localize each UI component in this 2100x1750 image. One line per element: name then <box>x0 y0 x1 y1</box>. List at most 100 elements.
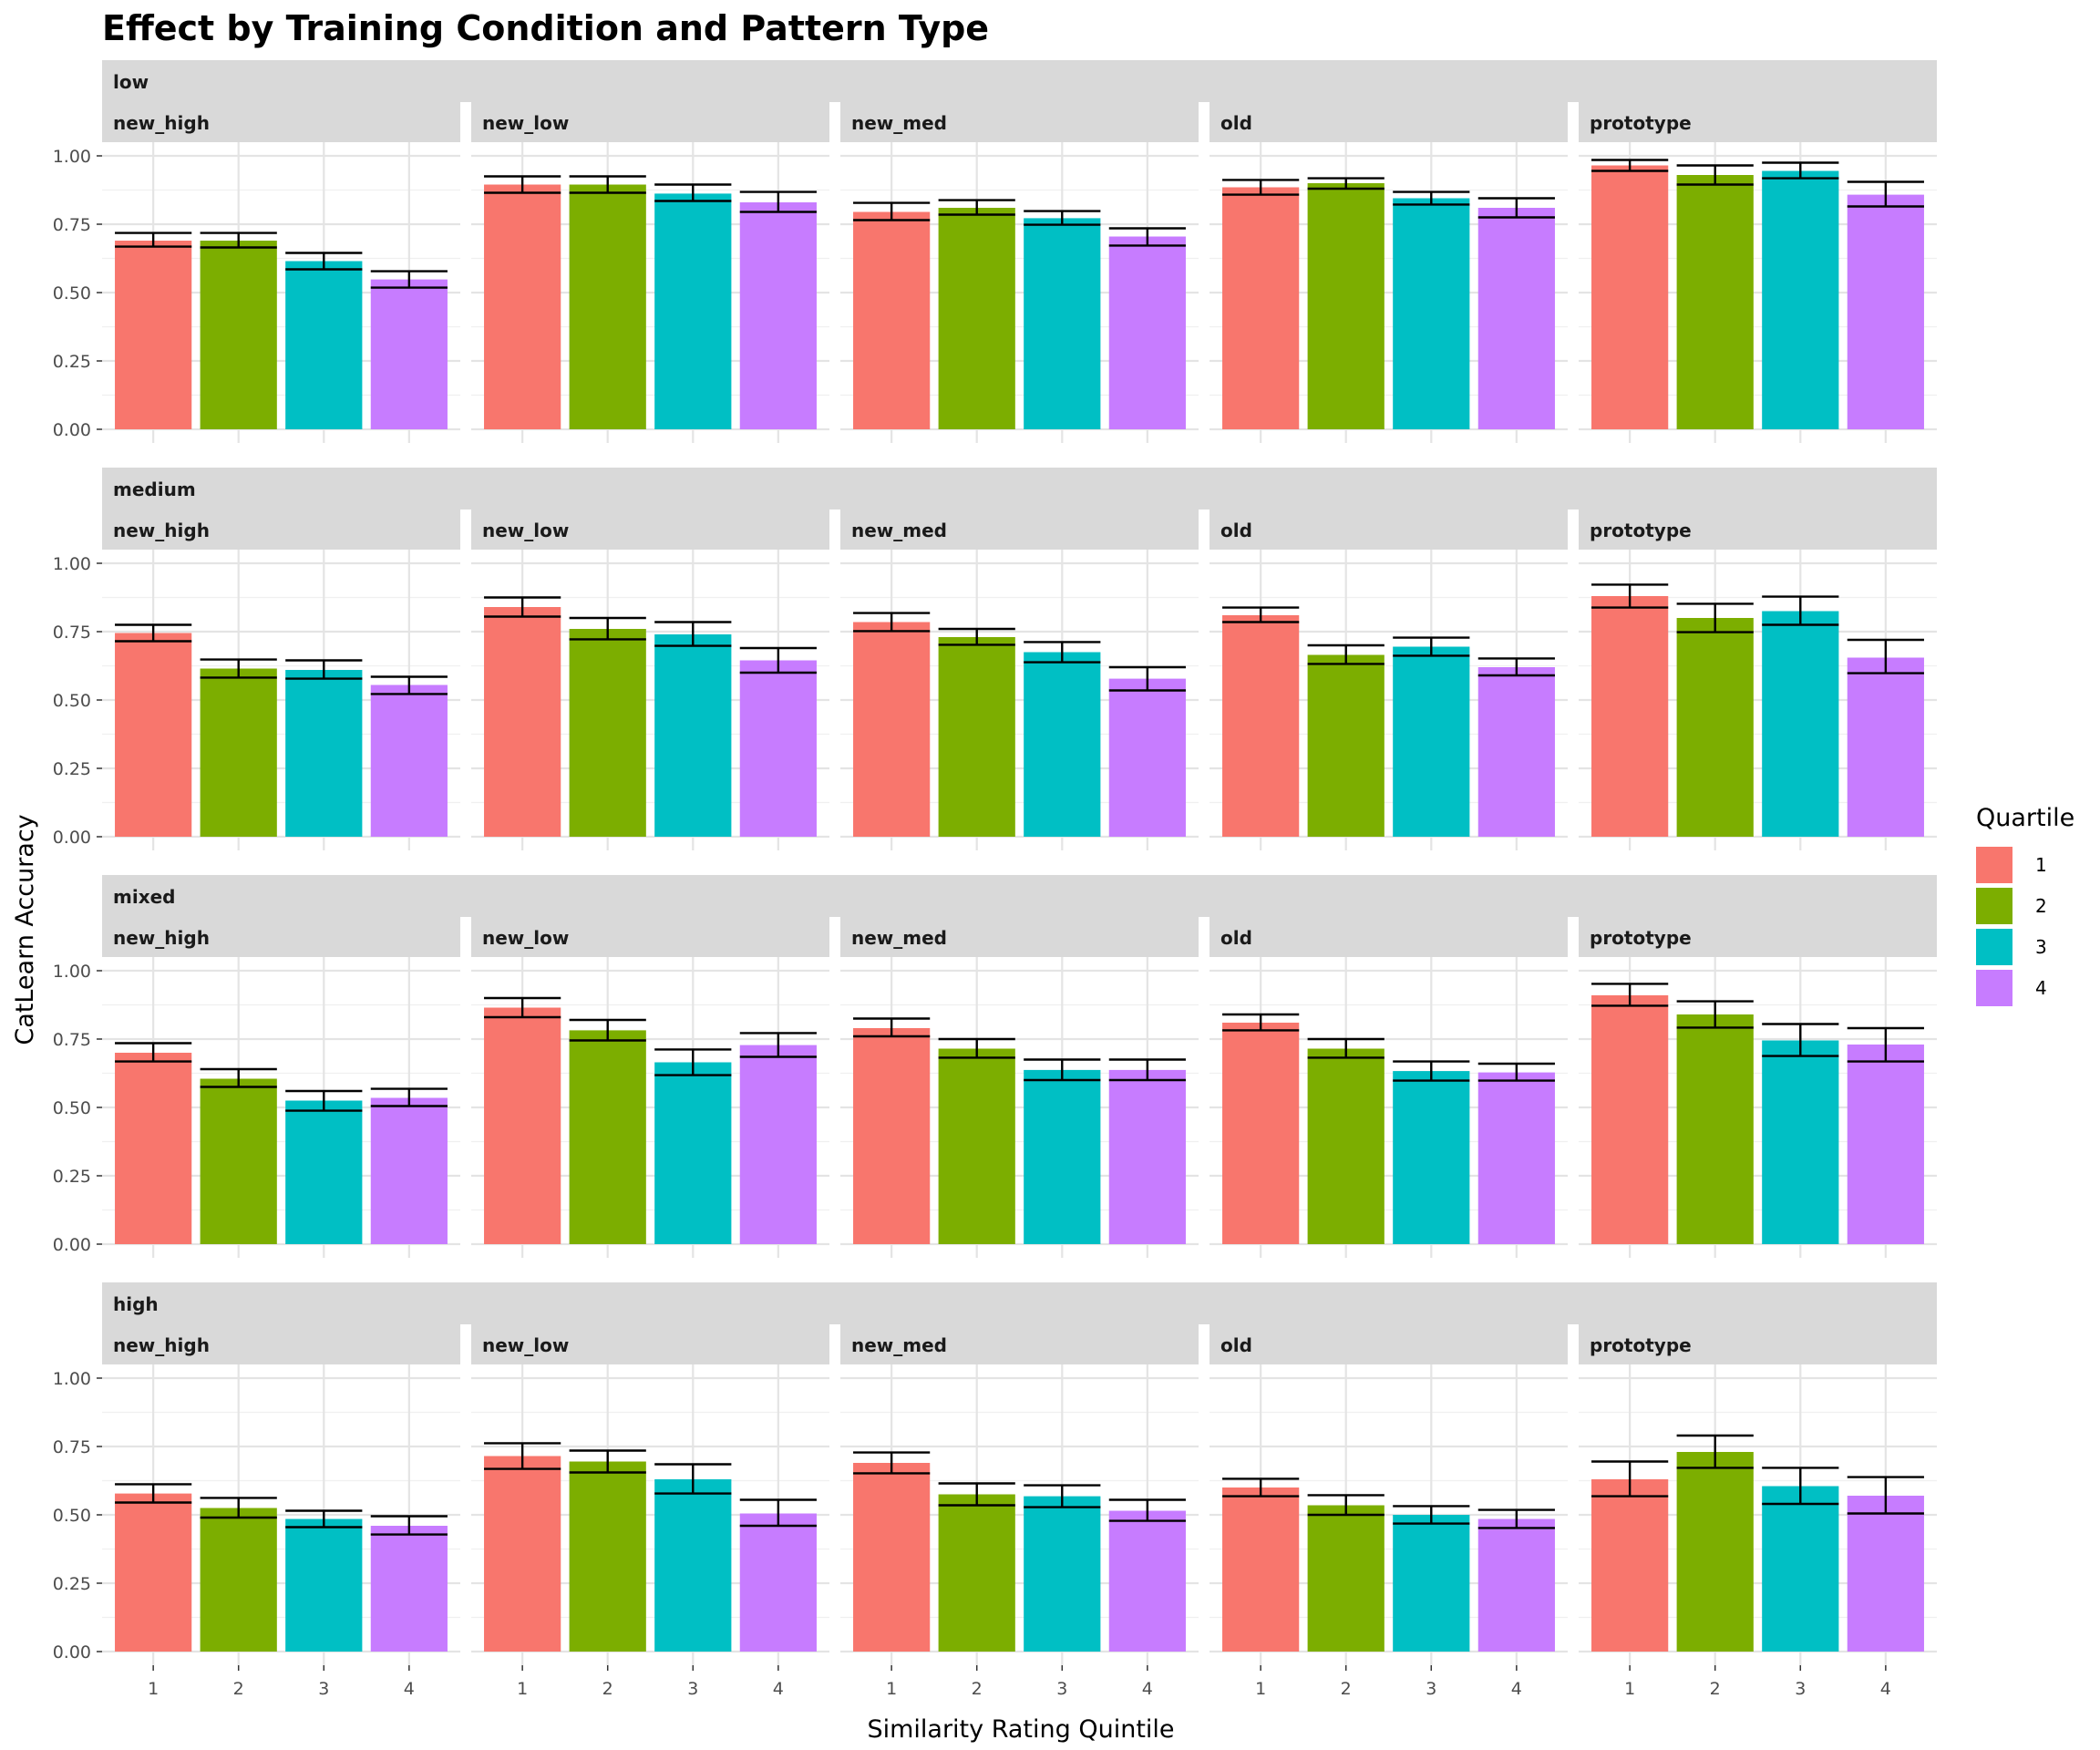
panel-medium-old: old <box>1210 510 1568 850</box>
condition-strip-label: high <box>113 1293 159 1315</box>
bar-medium-old-q4 <box>1478 667 1555 837</box>
condition-strip <box>102 875 1937 917</box>
bar-medium-new_med-q1 <box>853 623 930 838</box>
y-tick-label: 1.00 <box>53 1369 91 1389</box>
bar-low-old-q3 <box>1393 199 1469 430</box>
bar-low-new_low-q2 <box>570 185 646 430</box>
bar-low-new_med-q4 <box>1109 237 1186 430</box>
bar-low-new_high-q2 <box>201 241 277 429</box>
panel-mixed-prototype: prototype <box>1579 917 1937 1258</box>
condition-strip <box>102 468 1937 510</box>
bar-high-old-q2 <box>1308 1506 1385 1652</box>
bar-low-old-q1 <box>1222 188 1299 430</box>
bar-low-new_low-q4 <box>740 202 817 429</box>
bar-mixed-prototype-q1 <box>1591 995 1668 1244</box>
bar-mixed-new_low-q2 <box>570 1030 646 1244</box>
condition-strip-label: mixed <box>113 886 175 908</box>
legend: Quartile 1234 <box>1976 804 2074 1006</box>
legend-label-4: 4 <box>2035 977 2047 999</box>
x-tick-label: 2 <box>233 1679 244 1699</box>
bar-medium-old-q1 <box>1222 615 1299 837</box>
y-tick-label: 0.00 <box>53 1235 91 1255</box>
bar-high-new_low-q3 <box>654 1479 731 1652</box>
bar-high-new_high-q1 <box>115 1494 191 1652</box>
y-tick-label: 0.25 <box>53 352 91 372</box>
bar-medium-new_med-q3 <box>1024 653 1100 838</box>
bar-high-prototype-q2 <box>1677 1452 1754 1652</box>
condition-strip <box>102 60 1937 102</box>
bar-mixed-new_high-q4 <box>371 1098 448 1245</box>
bar-low-prototype-q3 <box>1762 171 1838 430</box>
bar-high-new_high-q4 <box>371 1526 448 1652</box>
bar-low-new_low-q3 <box>654 193 731 429</box>
bar-medium-prototype-q4 <box>1848 658 1924 838</box>
y-tick-label: 0.75 <box>53 1437 91 1457</box>
x-tick-label: 1 <box>517 1679 528 1699</box>
pattern-strip-label: prototype <box>1590 112 1692 134</box>
pattern-strip-label: new_high <box>113 927 210 949</box>
facet-row-low: low0.000.250.500.751.00new_high new_low ne… <box>53 60 1937 443</box>
legend-key-3 <box>1976 929 2012 965</box>
x-tick-label: 2 <box>1341 1679 1352 1699</box>
panel-high-new_high: new_high 1 2 3 4 <box>102 1324 460 1699</box>
bar-high-old-q1 <box>1222 1488 1299 1652</box>
facet-row-high: high0.000.250.500.751.00new_high1 2 3 4new_… <box>53 1282 1937 1699</box>
bar-low-new_med-q2 <box>939 208 1015 429</box>
bar-medium-new_med-q2 <box>939 637 1015 837</box>
legend-key-1 <box>1976 847 2012 883</box>
bar-medium-prototype-q3 <box>1762 612 1838 838</box>
pattern-strip-label: new_med <box>851 520 947 541</box>
pattern-strip-label: prototype <box>1590 520 1692 541</box>
x-tick-label: 1 <box>1624 1679 1635 1699</box>
bar-medium-new_high-q2 <box>201 669 277 838</box>
panel-high-new_med: new_med1 2 3 4 <box>840 1324 1199 1699</box>
bar-medium-new_low-q3 <box>654 634 731 837</box>
legend-label-3: 3 <box>2035 936 2047 958</box>
panel-medium-new_high: new_high <box>102 510 460 850</box>
panel-low-new_high: new_high <box>102 102 460 443</box>
bar-high-new_low-q2 <box>570 1462 646 1652</box>
bar-mixed-new_low-q3 <box>654 1063 731 1245</box>
x-tick-label: 4 <box>1142 1679 1153 1699</box>
panel-low-prototype: prototype <box>1579 102 1937 443</box>
bar-high-new_high-q3 <box>285 1519 362 1652</box>
y-tick-label: 1.00 <box>53 147 91 167</box>
x-tick-label: 3 <box>687 1679 698 1699</box>
bar-mixed-prototype-q4 <box>1848 1045 1924 1244</box>
panel-medium-new_med: new_med <box>840 510 1199 850</box>
bar-mixed-old-q2 <box>1308 1049 1385 1245</box>
y-tick-label: 0.75 <box>53 623 91 643</box>
x-tick-label: 2 <box>1710 1679 1721 1699</box>
legend-label-2: 2 <box>2035 895 2047 917</box>
bar-low-new_low-q1 <box>484 185 561 430</box>
y-tick-label: 0.25 <box>53 1574 91 1594</box>
x-tick-label: 2 <box>972 1679 983 1699</box>
bar-low-old-q2 <box>1308 183 1385 429</box>
pattern-strip-label: new_low <box>482 1334 569 1356</box>
bar-low-prototype-q1 <box>1591 166 1668 430</box>
bar-medium-new_high-q1 <box>115 633 191 838</box>
bar-high-old-q3 <box>1393 1515 1469 1652</box>
pattern-strip-label: new_med <box>851 927 947 949</box>
panel-grid: low0.000.250.500.751.00new_high new_low ne… <box>53 60 1937 1699</box>
x-axis-title: Similarity Rating Quintile <box>867 1715 1174 1744</box>
bar-medium-old-q3 <box>1393 647 1469 838</box>
bar-high-new_med-q3 <box>1024 1497 1100 1652</box>
bar-medium-new_low-q2 <box>570 629 646 837</box>
x-tick-label: 3 <box>1056 1679 1067 1699</box>
y-tick-label: 1.00 <box>53 554 91 574</box>
x-tick-label: 4 <box>1880 1679 1891 1699</box>
pattern-strip-label: old <box>1220 1334 1252 1356</box>
bar-mixed-new_high-q2 <box>201 1079 277 1245</box>
bar-high-prototype-q1 <box>1591 1479 1668 1652</box>
y-tick-label: 0.50 <box>53 1506 91 1526</box>
pattern-strip-label: new_high <box>113 112 210 134</box>
facet-row-mixed: mixed 0.00 0.25 0.50 0.75 1.00 new_high new_low… <box>53 875 1937 1258</box>
y-tick-label: 0.75 <box>53 215 91 235</box>
y-tick-label: 0.50 <box>53 691 91 711</box>
x-tick-label: 3 <box>318 1679 329 1699</box>
condition-strip-label: medium <box>113 479 196 500</box>
pattern-strip-label: prototype <box>1590 1334 1692 1356</box>
bar-mixed-prototype-q2 <box>1677 1014 1754 1244</box>
legend-title: Quartile <box>1976 804 2074 832</box>
